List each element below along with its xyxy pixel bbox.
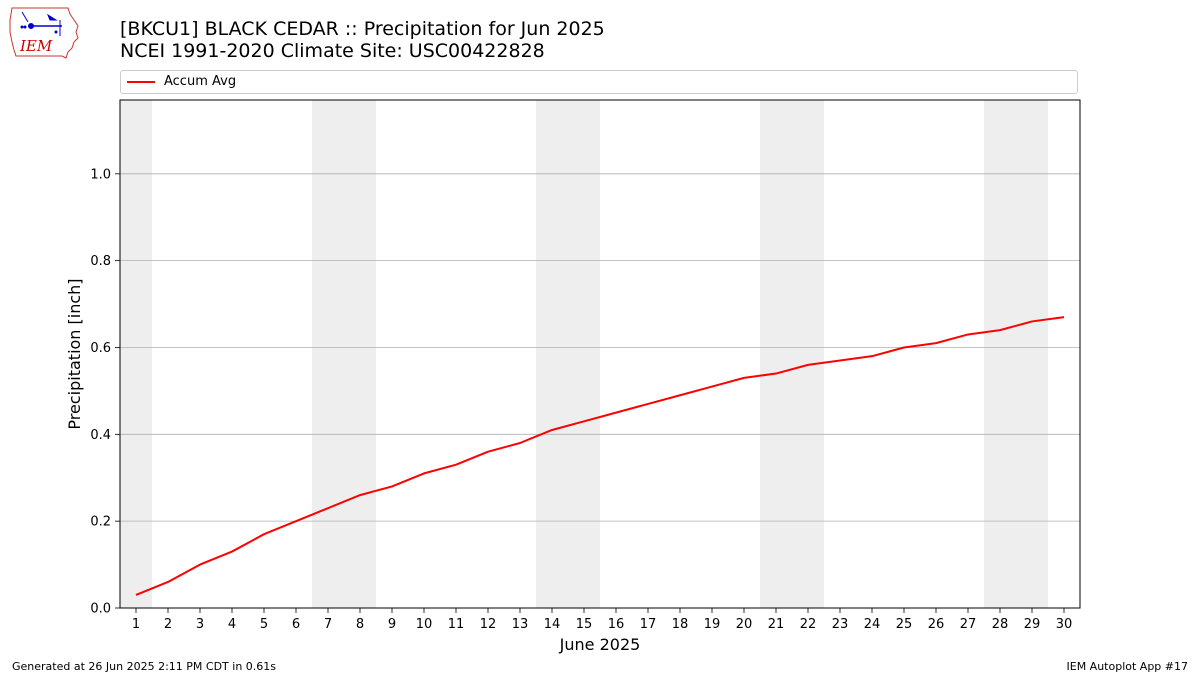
x-tick-label: 6	[292, 617, 300, 632]
x-tick-label: 15	[576, 617, 593, 632]
logo-text: IEM	[19, 37, 53, 55]
x-axis-label: June 2025	[559, 635, 641, 654]
data-point	[743, 377, 745, 379]
data-point	[807, 364, 809, 366]
y-tick-label: 1.0	[90, 167, 111, 182]
weekend-shade	[792, 100, 824, 608]
x-tick-label: 20	[736, 617, 753, 632]
weekend-shade	[1016, 100, 1048, 608]
x-tick-label: 27	[960, 617, 977, 632]
y-tick-label: 0.2	[90, 515, 111, 530]
y-tick-label: 0.6	[90, 341, 111, 356]
x-tick-label: 28	[992, 617, 1009, 632]
x-tick-label: 23	[832, 617, 849, 632]
x-tick-label: 11	[448, 617, 465, 632]
data-point	[775, 373, 777, 375]
y-axis-label: Precipitation [inch]	[65, 278, 84, 429]
data-point	[647, 403, 649, 405]
data-point	[231, 551, 233, 553]
data-point	[167, 581, 169, 583]
x-tick-label: 24	[864, 617, 881, 632]
x-tick-label: 25	[896, 617, 913, 632]
x-tick-label: 22	[800, 617, 817, 632]
x-tick-label: 17	[640, 617, 657, 632]
plot-frame	[119, 99, 1081, 609]
x-tick-label: 13	[512, 617, 529, 632]
data-point	[711, 386, 713, 388]
data-point	[903, 346, 905, 348]
chart-title: [BKCU1] BLACK CEDAR :: Precipitation for…	[120, 18, 605, 40]
data-point	[359, 494, 361, 496]
x-tick-label: 7	[324, 617, 332, 632]
data-point	[199, 564, 201, 566]
chart-subtitle: NCEI 1991-2020 Climate Site: USC00422828	[120, 40, 545, 62]
data-point	[583, 420, 585, 422]
weekend-shade	[760, 100, 792, 608]
data-point	[295, 520, 297, 522]
data-point	[999, 329, 1001, 331]
data-point	[487, 451, 489, 453]
weekend-shade	[344, 100, 376, 608]
legend: Accum Avg	[120, 70, 1078, 94]
x-tick-label: 10	[416, 617, 433, 632]
data-point	[327, 507, 329, 509]
x-tick-label: 30	[1056, 617, 1073, 632]
series-line-accum-avg	[135, 316, 1065, 596]
data-point	[551, 429, 553, 431]
y-tick-label: 0.0	[90, 602, 111, 617]
weekend-shade	[120, 100, 152, 608]
data-point	[519, 442, 521, 444]
y-tick-label: 0.8	[90, 254, 111, 269]
x-tick-label: 18	[672, 617, 689, 632]
x-tick-label: 3	[196, 617, 204, 632]
data-point	[135, 594, 137, 596]
data-point	[839, 360, 841, 362]
x-tick-label: 29	[1024, 617, 1041, 632]
legend-line-swatch	[127, 81, 155, 83]
x-tick-label: 8	[356, 617, 364, 632]
y-tick-label: 0.4	[90, 428, 111, 443]
x-tick-label: 5	[260, 617, 268, 632]
data-point	[871, 355, 873, 357]
x-tick-label: 26	[928, 617, 945, 632]
data-point	[1063, 316, 1065, 318]
x-tick-label: 21	[768, 617, 785, 632]
data-point	[935, 342, 937, 344]
x-tick-label: 14	[544, 617, 561, 632]
x-tick-label: 16	[608, 617, 625, 632]
app-id-label: IEM Autoplot App #17	[1066, 660, 1189, 673]
weather-station-icon	[20, 11, 62, 36]
generated-timestamp: Generated at 26 Jun 2025 2:11 PM CDT in …	[12, 660, 277, 673]
data-point	[263, 533, 265, 535]
weekend-shade	[536, 100, 568, 608]
x-tick-label: 1	[132, 617, 140, 632]
data-point	[679, 394, 681, 396]
x-tick-label: 9	[388, 617, 396, 632]
x-tick-label: 12	[480, 617, 497, 632]
data-point	[615, 412, 617, 414]
data-point	[391, 485, 393, 487]
legend-label-accum-avg: Accum Avg	[164, 74, 237, 89]
weekend-shade	[984, 100, 1016, 608]
iem-logo: IEM	[9, 7, 79, 59]
x-tick-label: 4	[228, 617, 236, 632]
data-point	[423, 472, 425, 474]
data-point	[1031, 320, 1033, 322]
data-point	[455, 464, 457, 466]
weekend-shade	[568, 100, 600, 608]
data-point	[967, 333, 969, 335]
x-tick-label: 19	[704, 617, 721, 632]
weekend-shade	[312, 100, 344, 608]
x-tick-label: 2	[164, 617, 172, 632]
